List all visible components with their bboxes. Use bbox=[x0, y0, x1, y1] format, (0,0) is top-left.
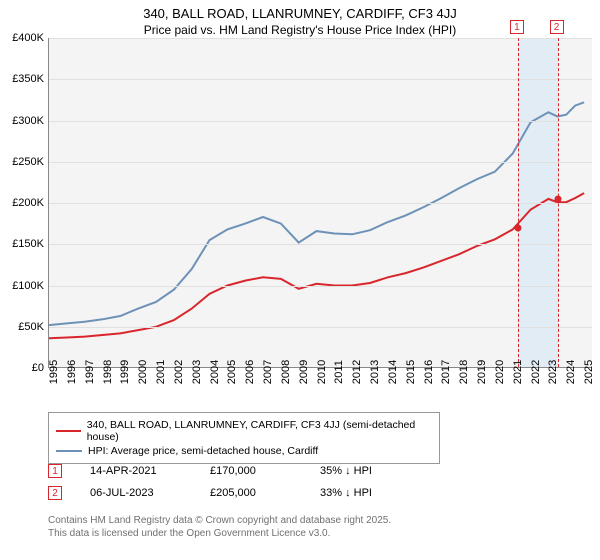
x-axis-label: 2009 bbox=[298, 360, 310, 384]
x-axis-label: 2016 bbox=[423, 360, 435, 384]
marker-label-box: 2 bbox=[550, 20, 564, 34]
x-axis-label: 2020 bbox=[494, 360, 506, 384]
x-axis-label: 2025 bbox=[583, 360, 595, 384]
y-axis-label: £100K bbox=[12, 280, 44, 292]
y-axis-label: £400K bbox=[12, 32, 44, 44]
x-axis-label: 2011 bbox=[333, 360, 345, 384]
x-axis-label: 2010 bbox=[316, 360, 328, 384]
info-marker-box: 1 bbox=[48, 464, 62, 478]
x-axis-label: 2004 bbox=[209, 360, 221, 384]
x-axis-label: 2012 bbox=[351, 360, 363, 384]
info-price: £205,000 bbox=[210, 487, 320, 499]
series-line-price_paid bbox=[49, 193, 584, 338]
gridline bbox=[49, 203, 592, 204]
x-axis-label: 2007 bbox=[262, 360, 274, 384]
x-axis-label: 2019 bbox=[476, 360, 488, 384]
y-axis-label: £50K bbox=[18, 321, 44, 333]
marker-vline bbox=[518, 38, 519, 367]
sales-info-table: 1 14-APR-2021£170,00035% ↓ HPI 2 06-JUL-202… bbox=[48, 460, 430, 504]
x-axis-label: 2018 bbox=[458, 360, 470, 384]
info-date: 14-APR-2021 bbox=[90, 465, 210, 477]
x-axis-label: 2022 bbox=[530, 360, 542, 384]
marker-label-box: 1 bbox=[510, 20, 524, 34]
y-axis-label: £300K bbox=[12, 115, 44, 127]
gridline bbox=[49, 244, 592, 245]
y-axis-label: £200K bbox=[12, 197, 44, 209]
legend-swatch bbox=[56, 450, 82, 452]
sale-point-dot bbox=[514, 224, 521, 231]
info-marker-box: 2 bbox=[48, 486, 62, 500]
info-row: 1 14-APR-2021£170,00035% ↓ HPI bbox=[48, 460, 430, 482]
x-axis-label: 2023 bbox=[547, 360, 559, 384]
footer-line-1: Contains HM Land Registry data © Crown c… bbox=[48, 514, 391, 527]
y-axis-label: £250K bbox=[12, 156, 44, 168]
x-axis-label: 1999 bbox=[119, 360, 131, 384]
y-axis-label: £350K bbox=[12, 73, 44, 85]
legend-item: 340, BALL ROAD, LLANRUMNEY, CARDIFF, CF3… bbox=[56, 418, 432, 444]
info-pct: 33% ↓ HPI bbox=[320, 487, 430, 499]
footer-line-2: This data is licensed under the Open Gov… bbox=[48, 527, 391, 540]
x-axis-label: 2003 bbox=[191, 360, 203, 384]
x-axis-label: 2005 bbox=[226, 360, 238, 384]
plot-area bbox=[48, 38, 592, 368]
info-pct: 35% ↓ HPI bbox=[320, 465, 430, 477]
x-axis-label: 2021 bbox=[512, 360, 524, 384]
x-axis-label: 1998 bbox=[102, 360, 114, 384]
footer-attribution: Contains HM Land Registry data © Crown c… bbox=[48, 514, 391, 540]
gridline bbox=[49, 79, 592, 80]
x-axis-label: 2013 bbox=[369, 360, 381, 384]
x-axis-label: 2000 bbox=[137, 360, 149, 384]
info-date: 06-JUL-2023 bbox=[90, 487, 210, 499]
chart-container: £0£50K£100K£150K£200K£250K£300K£350K£400… bbox=[0, 38, 600, 408]
x-axis-label: 2024 bbox=[565, 360, 577, 384]
legend-swatch bbox=[56, 430, 81, 432]
gridline bbox=[49, 121, 592, 122]
gridline bbox=[49, 38, 592, 39]
x-axis-label: 2008 bbox=[280, 360, 292, 384]
legend-label: 340, BALL ROAD, LLANRUMNEY, CARDIFF, CF3… bbox=[87, 419, 432, 443]
gridline bbox=[49, 286, 592, 287]
x-axis-label: 2014 bbox=[387, 360, 399, 384]
legend: 340, BALL ROAD, LLANRUMNEY, CARDIFF, CF3… bbox=[48, 412, 440, 464]
x-axis-label: 1996 bbox=[66, 360, 78, 384]
info-price: £170,000 bbox=[210, 465, 320, 477]
marker-vline bbox=[558, 38, 559, 367]
gridline bbox=[49, 327, 592, 328]
x-axis-label: 2002 bbox=[173, 360, 185, 384]
x-axis-label: 1997 bbox=[84, 360, 96, 384]
legend-item: HPI: Average price, semi-detached house,… bbox=[56, 444, 432, 458]
x-axis-label: 2015 bbox=[405, 360, 417, 384]
y-axis-label: £150K bbox=[12, 238, 44, 250]
x-axis-label: 2017 bbox=[440, 360, 452, 384]
legend-label: HPI: Average price, semi-detached house,… bbox=[88, 445, 318, 457]
info-row: 2 06-JUL-2023£205,00033% ↓ HPI bbox=[48, 482, 430, 504]
x-axis-label: 1995 bbox=[48, 360, 60, 384]
gridline bbox=[49, 162, 592, 163]
series-line-hpi bbox=[49, 102, 584, 325]
x-axis-label: 2006 bbox=[244, 360, 256, 384]
y-axis-label: £0 bbox=[32, 362, 44, 374]
x-axis-label: 2001 bbox=[155, 360, 167, 384]
sale-point-dot bbox=[554, 195, 561, 202]
